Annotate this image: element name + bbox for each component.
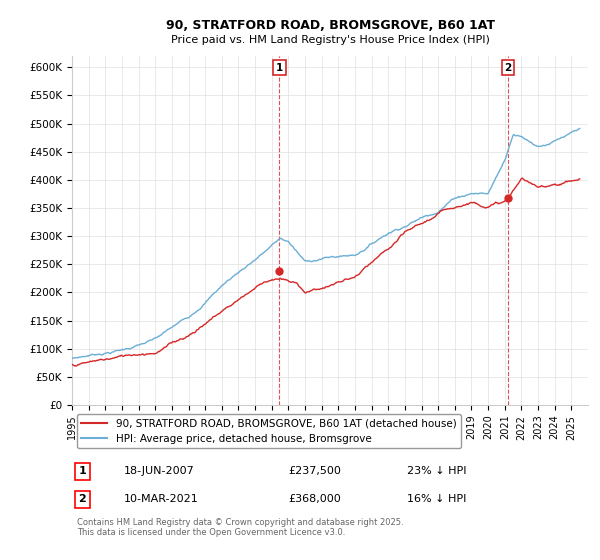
Text: £237,500: £237,500 bbox=[289, 466, 341, 477]
Text: 2: 2 bbox=[505, 63, 512, 73]
Text: 23% ↓ HPI: 23% ↓ HPI bbox=[407, 466, 467, 477]
Text: 10-MAR-2021: 10-MAR-2021 bbox=[124, 494, 199, 504]
Text: £368,000: £368,000 bbox=[289, 494, 341, 504]
Text: 16% ↓ HPI: 16% ↓ HPI bbox=[407, 494, 467, 504]
Text: 1: 1 bbox=[276, 63, 283, 73]
Text: Contains HM Land Registry data © Crown copyright and database right 2025.
This d: Contains HM Land Registry data © Crown c… bbox=[77, 518, 404, 538]
Text: 2: 2 bbox=[79, 494, 86, 504]
Text: Price paid vs. HM Land Registry's House Price Index (HPI): Price paid vs. HM Land Registry's House … bbox=[170, 35, 490, 45]
Text: 18-JUN-2007: 18-JUN-2007 bbox=[124, 466, 194, 477]
Text: 90, STRATFORD ROAD, BROMSGROVE, B60 1AT: 90, STRATFORD ROAD, BROMSGROVE, B60 1AT bbox=[166, 18, 494, 32]
Text: 1: 1 bbox=[79, 466, 86, 477]
Legend: 90, STRATFORD ROAD, BROMSGROVE, B60 1AT (detached house), HPI: Average price, de: 90, STRATFORD ROAD, BROMSGROVE, B60 1AT … bbox=[77, 414, 461, 448]
